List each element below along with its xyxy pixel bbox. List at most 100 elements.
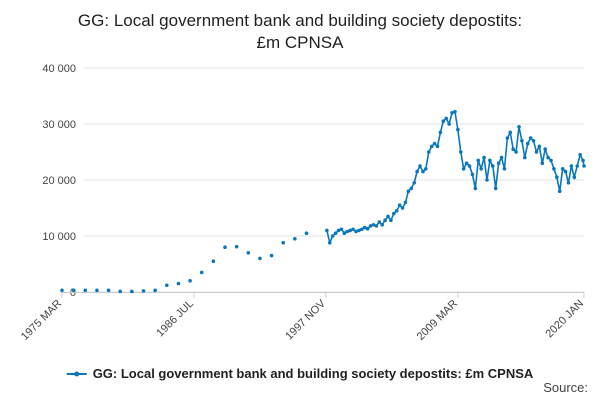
- data-point: [560, 167, 565, 171]
- series-line: [326, 110, 585, 246]
- data-point: [348, 228, 352, 233]
- legend-label: GG: Local government bank and building s…: [93, 366, 534, 381]
- data-point: [342, 231, 347, 235]
- data-point: [386, 214, 390, 219]
- data-point: [336, 228, 341, 233]
- data-point: [569, 164, 574, 168]
- data-point: [394, 209, 399, 213]
- data-point: [523, 155, 527, 160]
- data-point: [406, 189, 411, 193]
- data-point: [71, 288, 76, 293]
- data-point: [354, 229, 358, 234]
- data-point: [485, 178, 489, 182]
- data-point: [409, 186, 414, 191]
- data-point: [415, 169, 419, 174]
- data-point: [383, 218, 387, 223]
- data-point: [269, 253, 274, 258]
- data-point: [380, 223, 384, 227]
- data-point: [141, 289, 146, 293]
- data-point: [424, 167, 428, 171]
- data-point: [517, 125, 521, 129]
- data-point: [447, 122, 451, 126]
- x-tick-label: 2020 JAN: [543, 298, 586, 341]
- data-point: [412, 181, 417, 185]
- data-point: [514, 150, 518, 154]
- data-point: [502, 167, 507, 171]
- data-point: [563, 169, 568, 174]
- data-point: [458, 150, 463, 154]
- data-point: [95, 288, 99, 293]
- data-point: [578, 153, 582, 157]
- data-point: [488, 158, 492, 163]
- x-tick-label: 1986 JUL: [154, 298, 196, 340]
- data-point: [234, 244, 239, 249]
- data-point: [482, 155, 486, 160]
- data-point: [429, 144, 434, 149]
- data-point: [476, 158, 481, 163]
- data-point: [281, 240, 286, 245]
- data-point: [479, 167, 483, 171]
- x-tick-label: 1975 MAR: [19, 298, 64, 343]
- data-point: [525, 141, 530, 146]
- data-point: [549, 158, 553, 163]
- y-tick-label: 30 000: [42, 119, 76, 131]
- data-point: [470, 172, 475, 177]
- data-point: [60, 288, 64, 293]
- x-tick-label: 1997 NOV: [283, 297, 328, 342]
- data-point: [473, 186, 478, 191]
- data-point: [339, 227, 344, 232]
- data-point: [106, 288, 111, 293]
- data-point: [426, 150, 431, 154]
- data-point: [505, 136, 510, 140]
- data-point: [199, 270, 204, 275]
- data-point: [118, 289, 123, 294]
- data-point: [543, 147, 547, 151]
- data-point: [467, 164, 472, 168]
- data-point: [345, 229, 350, 234]
- data-point: [371, 223, 376, 227]
- data-point: [368, 224, 373, 228]
- data-point: [392, 211, 396, 216]
- data-point: [389, 218, 393, 223]
- data-point: [223, 245, 227, 249]
- chart-title-line2: £m CPNSA: [257, 33, 345, 52]
- data-point: [432, 141, 437, 146]
- data-point: [528, 136, 533, 140]
- data-point: [365, 226, 370, 231]
- data-point: [557, 189, 562, 193]
- data-point: [176, 281, 181, 286]
- data-point: [83, 288, 88, 293]
- data-point: [496, 161, 501, 165]
- data-point: [493, 186, 498, 191]
- data-point: [540, 161, 545, 165]
- data-point: [397, 203, 402, 207]
- data-point: [581, 158, 585, 163]
- data-point: [130, 289, 134, 294]
- data-point: [450, 111, 454, 115]
- legend: GG: Local government bank and building s…: [66, 366, 534, 381]
- data-point: [461, 167, 466, 171]
- data-point: [566, 181, 571, 185]
- data-point: [357, 228, 361, 233]
- data-point: [362, 225, 367, 230]
- data-point: [293, 237, 297, 241]
- data-point: [188, 279, 192, 283]
- data-point: [531, 139, 536, 143]
- data-point: [537, 144, 542, 149]
- data-point: [453, 109, 457, 114]
- data-point: [511, 147, 515, 151]
- data-point: [377, 220, 382, 224]
- data-point: [435, 144, 440, 149]
- data-point: [582, 164, 586, 168]
- data-point: [304, 231, 309, 235]
- data-point: [552, 167, 556, 171]
- data-point: [546, 155, 550, 160]
- data-point: [572, 175, 577, 179]
- data-point: [555, 175, 559, 179]
- data-point: [575, 164, 580, 168]
- data-point: [534, 150, 539, 154]
- data-point: [164, 283, 169, 288]
- data-point: [499, 155, 504, 160]
- data-point: [490, 164, 495, 168]
